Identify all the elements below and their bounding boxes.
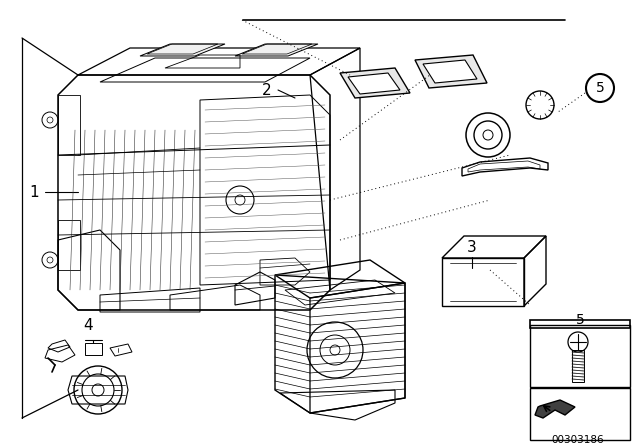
Bar <box>58 220 80 270</box>
Bar <box>572 350 584 382</box>
Polygon shape <box>348 73 400 94</box>
Polygon shape <box>235 44 318 56</box>
Polygon shape <box>340 68 410 98</box>
Polygon shape <box>140 44 225 56</box>
Text: 3: 3 <box>467 240 477 254</box>
Text: 1: 1 <box>29 185 39 199</box>
Polygon shape <box>415 55 487 88</box>
Text: 5: 5 <box>596 81 604 95</box>
Bar <box>530 388 630 440</box>
Polygon shape <box>535 400 575 418</box>
Bar <box>530 325 630 387</box>
Text: 00303186: 00303186 <box>552 435 604 445</box>
Text: 2: 2 <box>262 82 272 98</box>
Bar <box>530 320 630 328</box>
Bar <box>58 95 80 155</box>
Polygon shape <box>423 60 477 83</box>
Text: 4: 4 <box>83 318 93 332</box>
Text: 5: 5 <box>575 313 584 327</box>
